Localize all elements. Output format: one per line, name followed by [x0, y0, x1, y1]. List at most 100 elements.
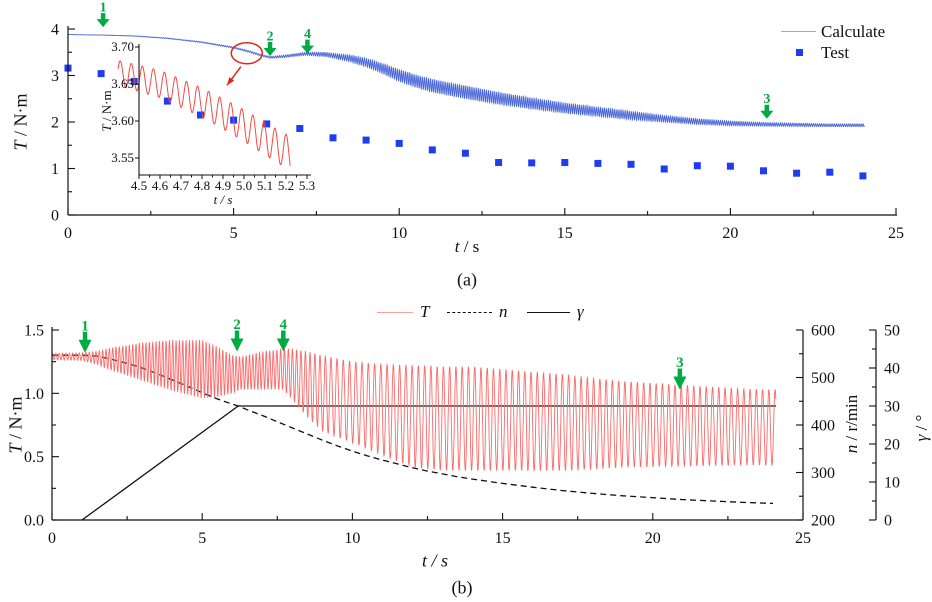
tick-label: 20 — [884, 437, 900, 454]
tick-label: 5 — [198, 530, 206, 547]
plot-b-x-axis-label: t / s — [421, 550, 449, 571]
test-data-point — [726, 162, 734, 170]
series-n — [52, 354, 774, 505]
highlight-arrow-head — [226, 77, 235, 86]
tick-label: 200 — [811, 513, 835, 530]
plot-b: 0 5 10 15 20 25 0.0 0.5 1.0 1.5 200 300 400 500 600 0 10… — [24, 317, 900, 547]
plot-a-axes: 0 5 10 15 20 25 0 1 2 3 4 — [51, 22, 904, 243]
tick-label: 4.7 — [173, 178, 190, 193]
legend-label-T: T — [420, 302, 430, 321]
test-data-point — [329, 134, 337, 142]
tick-label: 0.0 — [24, 513, 44, 530]
green-arrow-marker — [78, 331, 92, 353]
test-data-point — [263, 120, 271, 128]
test-data-point — [594, 159, 602, 167]
green-arrow-marker — [760, 104, 774, 119]
tick-label: 10 — [391, 225, 407, 242]
tick-label: 5.2 — [278, 178, 294, 193]
tick-label: 5.3 — [299, 178, 315, 193]
tick-label: 1.5 — [24, 322, 44, 339]
calculate-line-swatch — [781, 31, 816, 32]
tick-label: 4.9 — [215, 178, 231, 193]
tick-label: 0 — [48, 530, 56, 547]
test-data-point — [660, 165, 668, 173]
legend-item-calculate: Calculate — [781, 21, 921, 42]
tick-label: 1.0 — [24, 386, 44, 403]
tick-label: 5 — [230, 225, 238, 242]
test-data-point — [461, 149, 469, 157]
inset-plot: 4.5 4.6 4.7 4.8 4.9 5.0 5.1 5.2 5.3 3.55 3.60 3.65 3… — [111, 39, 315, 193]
green-arrow-marker — [230, 330, 244, 352]
plot-b-n-axis-label: n / r/min — [842, 394, 861, 454]
tick-label: 4.6 — [152, 178, 169, 193]
plot-b-legend: T n γ — [375, 302, 625, 322]
green-arrow-label: 4 — [280, 317, 288, 333]
series-test — [64, 64, 867, 180]
tick-label: 0 — [884, 513, 892, 530]
tick-label: 25 — [795, 530, 811, 547]
plot-a-caption: (a) — [457, 269, 477, 290]
green-arrow-label: 3 — [676, 355, 684, 371]
legend-label-gamma: γ — [577, 302, 584, 321]
plot-b-annotations: 1 2 4 3 — [78, 317, 687, 390]
legend-label-test: Test — [821, 43, 850, 62]
test-data-point — [760, 167, 767, 175]
tick-label: 3.65 — [111, 76, 134, 91]
tick-label: 400 — [811, 418, 835, 435]
inset-oscillation-curve — [117, 60, 291, 166]
test-data-point — [428, 146, 436, 154]
test-data-point — [197, 111, 204, 119]
series-calculate — [68, 34, 865, 128]
series-T — [51, 339, 777, 472]
green-arrow-marker — [300, 39, 314, 54]
tick-label: 0 — [64, 225, 72, 242]
legend-label-n: n — [499, 302, 508, 321]
test-data-point — [395, 139, 403, 147]
tick-label: 40 — [884, 361, 900, 378]
test-data-point — [97, 70, 105, 78]
tick-label: 2 — [51, 115, 59, 132]
green-arrow-marker — [276, 330, 290, 352]
green-arrow-marker — [263, 41, 277, 56]
tick-label: 5.0 — [236, 178, 252, 193]
tick-label: 500 — [811, 370, 835, 387]
tick-label: 25 — [888, 225, 904, 242]
test-data-point — [163, 97, 171, 105]
green-arrow-label: 4 — [304, 27, 311, 42]
n-line-swatch — [447, 312, 492, 313]
tick-label: 30 — [884, 399, 900, 416]
test-data-point — [627, 160, 635, 168]
n-curve — [52, 354, 774, 505]
legend-label-calculate: Calculate — [821, 22, 886, 41]
plot-a-x-axis-label: t / s — [454, 237, 480, 256]
tick-label: 1 — [51, 161, 59, 178]
tick-label: 4 — [51, 22, 59, 39]
torque-curve — [51, 339, 777, 472]
test-data-point — [693, 162, 701, 170]
green-arrow-label: 1 — [100, 1, 107, 16]
tick-label: 4.8 — [194, 178, 210, 193]
tick-label: 50 — [884, 323, 900, 340]
highlight-circle — [230, 41, 264, 65]
plot-b-gamma-axis-label: γ / ° — [912, 414, 931, 442]
calculate-curve — [68, 34, 865, 128]
plot-a-y-axis-label: T / N·m — [10, 93, 31, 151]
inset-y-axis-label: T / N·m — [99, 90, 114, 132]
tick-label: 300 — [811, 465, 835, 482]
tick-label: 3.55 — [111, 150, 134, 165]
green-arrow-label: 2 — [267, 29, 274, 44]
green-arrow-marker — [673, 368, 687, 390]
green-arrow-label: 2 — [233, 317, 241, 333]
test-data-point — [495, 159, 503, 166]
test-square-swatch — [796, 49, 803, 56]
tick-label: 20 — [645, 530, 661, 547]
tick-label: 3.70 — [111, 39, 134, 54]
tick-label: 3.60 — [111, 113, 134, 128]
plot-a-legend: Calculate Test — [781, 21, 921, 63]
plot-b-axes: 0 5 10 15 20 25 0.0 0.5 1.0 1.5 200 300 400 500 600 0 10… — [24, 322, 900, 547]
plot-a: 0 5 10 15 20 25 0 1 2 3 4 4.5 4.6 4.7 4.8 4.9 5.0 5.1 5.2 5… — [51, 1, 904, 242]
plot-a-annotations: 1 2 4 3 — [96, 1, 774, 119]
gamma-line-swatch — [527, 312, 570, 313]
plot-b-y-axis-label: T / N·m — [5, 396, 26, 454]
